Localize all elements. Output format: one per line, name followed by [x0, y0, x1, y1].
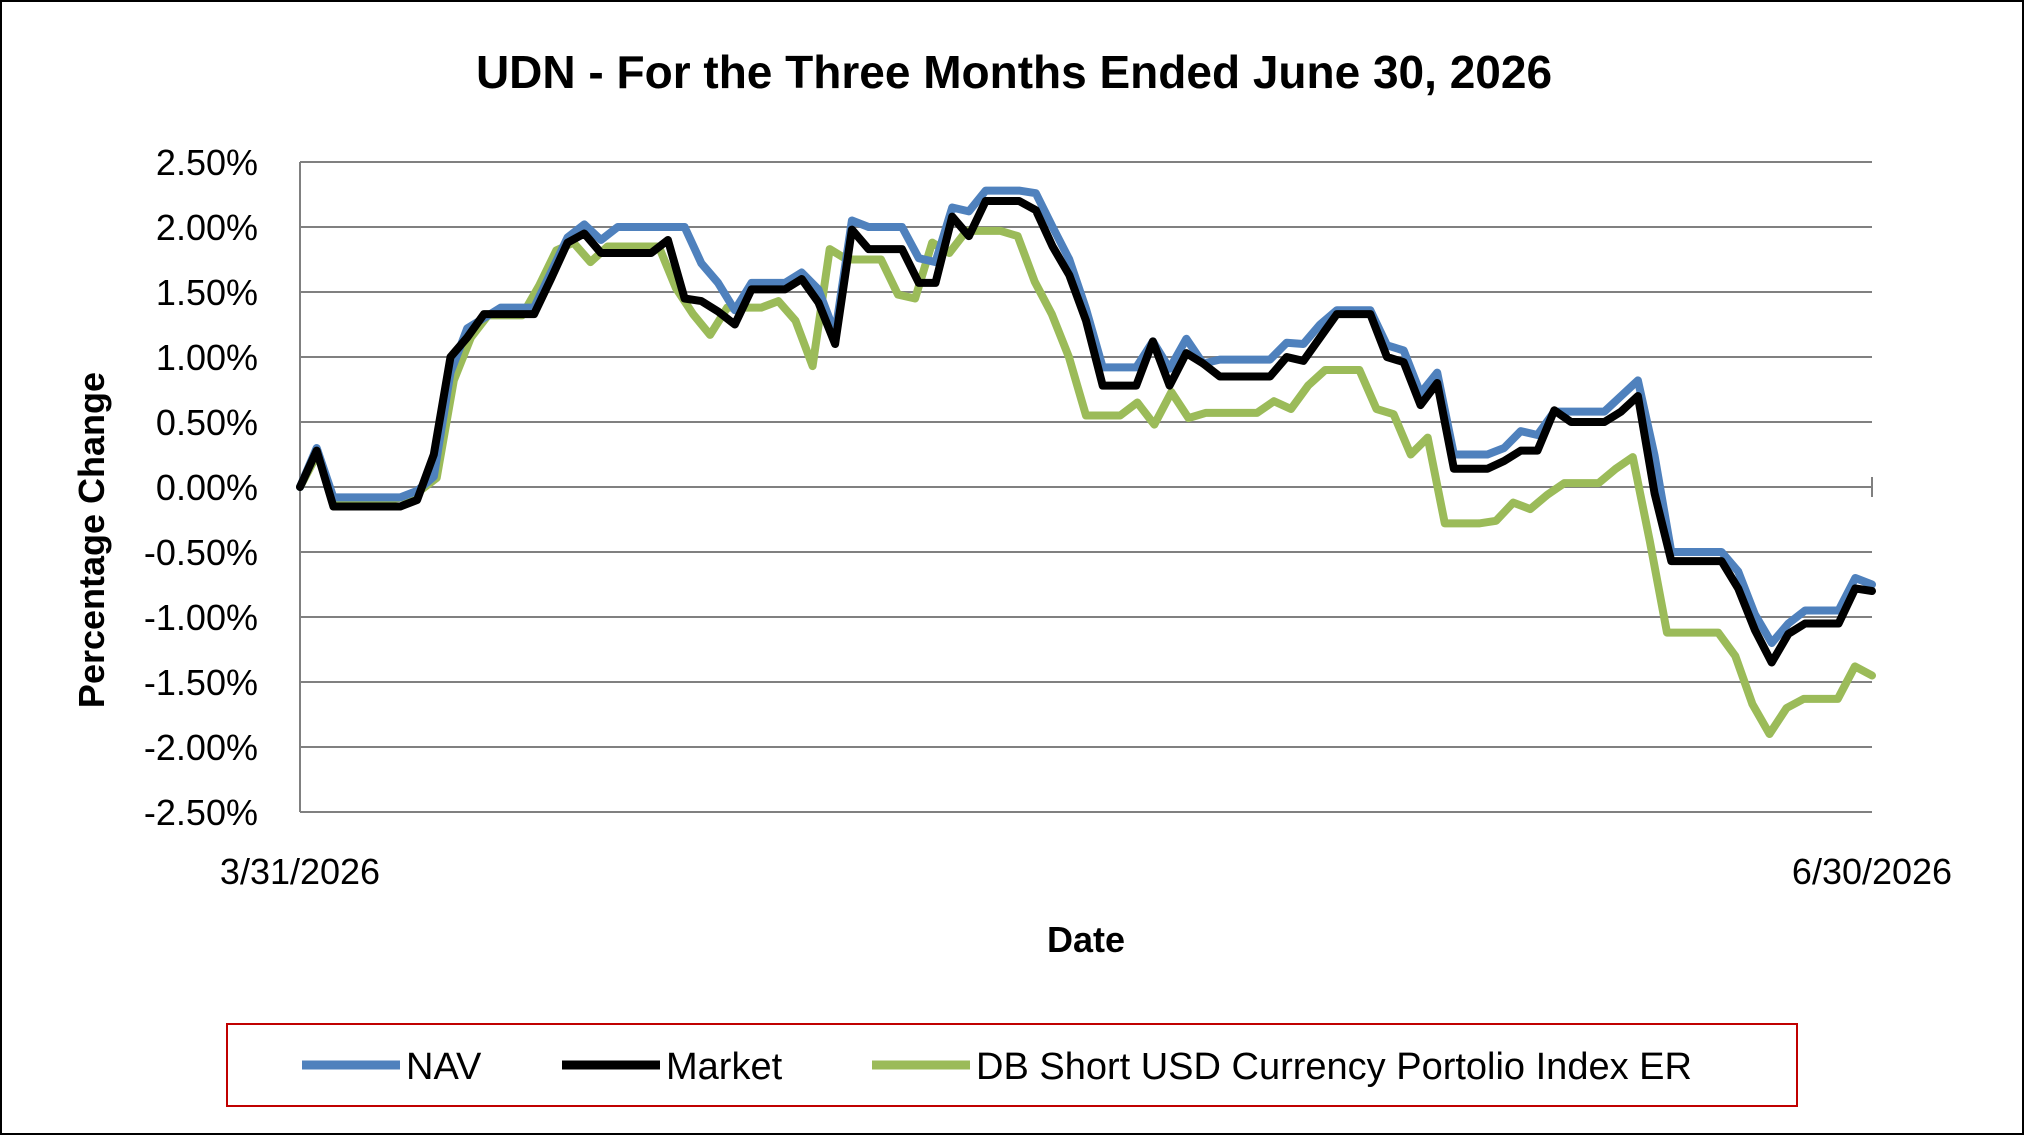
y-tick-label: -1.50% — [144, 662, 258, 703]
y-tick-label: 1.00% — [156, 337, 258, 378]
y-tick-label: 2.50% — [156, 142, 258, 183]
y-tick-label: -1.00% — [144, 597, 258, 638]
y-tick-label: -2.00% — [144, 727, 258, 768]
legend-label: DB Short USD Currency Portolio Index ER — [976, 1046, 1692, 1088]
y-tick-label: 1.50% — [156, 272, 258, 313]
legend: NAV Market DB Short USD Currency Portolio … — [302, 1046, 1692, 1088]
x-axis-title: Date — [1047, 919, 1125, 960]
y-tick-label: -2.50% — [144, 792, 258, 833]
chart-title: UDN - For the Three Months Ended June 30… — [476, 46, 1552, 98]
legend-label: NAV — [406, 1046, 482, 1088]
series-lines — [296, 186, 1876, 738]
x-axis-tick-labels: 3/31/2026 6/30/2026 — [220, 851, 1952, 892]
x-tick-label: 3/31/2026 — [220, 851, 380, 892]
series-line-market — [296, 197, 1876, 667]
legend-box — [226, 1023, 1798, 1107]
y-axis-tick-labels: 2.50% 2.00% 1.50% 1.00% 0.50% 0.00% -0.50% -1.0… — [144, 142, 258, 833]
y-tick-label: 0.00% — [156, 467, 258, 508]
y-tick-label: -0.50% — [144, 532, 258, 573]
y-axis-title: Percentage Change — [71, 372, 112, 708]
x-tick-label: 6/30/2026 — [1792, 851, 1952, 892]
y-tick-label: 2.00% — [156, 207, 258, 248]
y-tick-label: 0.50% — [156, 402, 258, 443]
legend-label: Market — [666, 1046, 783, 1088]
